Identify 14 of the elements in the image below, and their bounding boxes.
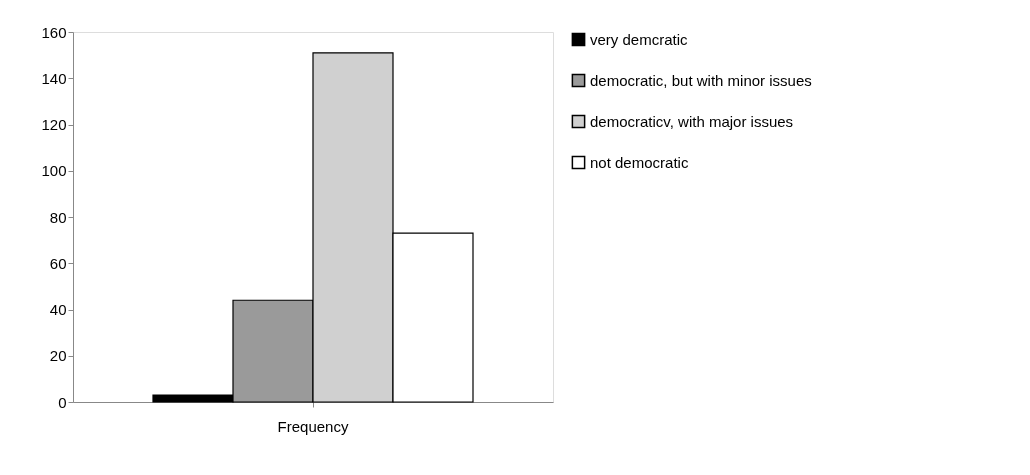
- y-tick-label: 80: [49, 208, 67, 226]
- y-tick-label: 20: [49, 347, 67, 365]
- y-tick-label: 60: [49, 254, 67, 272]
- legend-label: democraticv, with major issues: [590, 112, 794, 130]
- y-tick-label: 160: [41, 23, 67, 41]
- legend-label: democratic, but with minor issues: [590, 71, 812, 89]
- y-tick-label: 140: [41, 69, 67, 87]
- x-tick-label: Frequency: [277, 417, 349, 435]
- legend-label: not democratic: [590, 153, 689, 171]
- y-tick-label: 40: [49, 301, 67, 318]
- legend-label: very demcratic: [590, 30, 689, 48]
- y-tick-label: 120: [41, 116, 67, 133]
- y-tick-label: 0: [58, 393, 67, 411]
- y-tick-label: 100: [41, 162, 67, 180]
